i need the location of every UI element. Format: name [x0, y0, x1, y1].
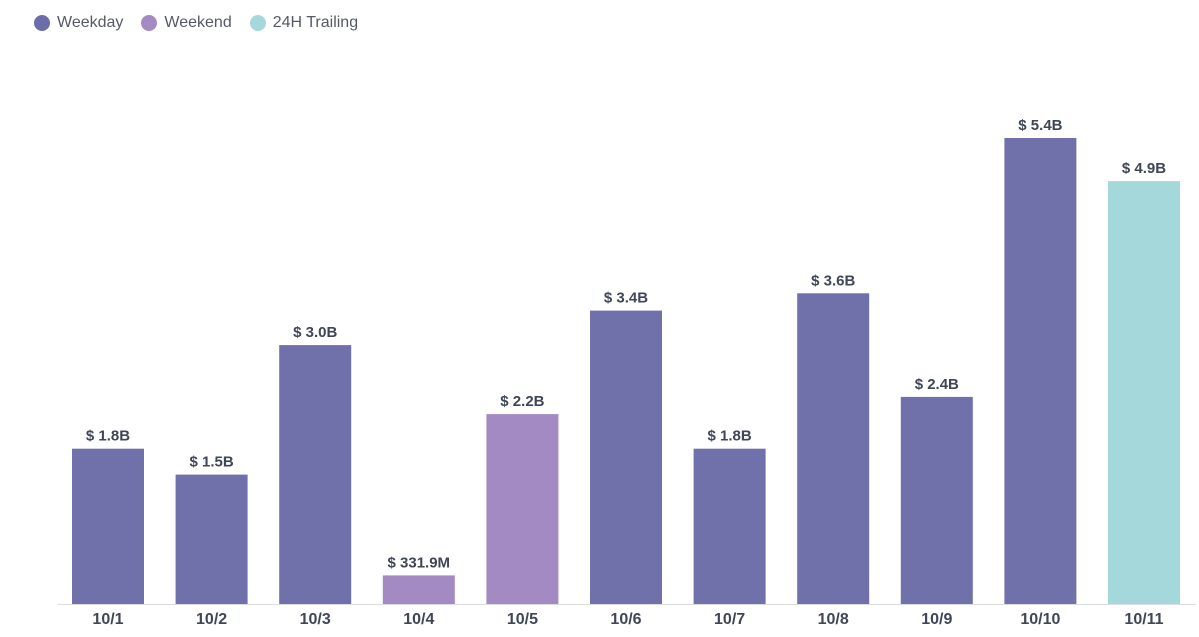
- x-tick-label-10-11: 10/11: [1124, 611, 1163, 628]
- bar-10-1[interactable]: [72, 448, 144, 604]
- data-label-10-6: $ 3.4B: [604, 290, 648, 307]
- x-tick-label-10-1: 10/1: [92, 611, 123, 628]
- data-label-10-10: $ 5.4B: [1018, 117, 1062, 134]
- data-label-10-3: $ 3.0B: [293, 324, 337, 341]
- legend: Weekday Weekend 24H Trailing: [34, 14, 358, 32]
- x-tick-label-10-6: 10/6: [610, 611, 641, 628]
- legend-swatch-weekday-icon: [34, 15, 50, 31]
- legend-item-weekday[interactable]: Weekday: [34, 14, 123, 32]
- bar-10-10[interactable]: [1004, 138, 1077, 604]
- data-label-10-8: $ 3.6B: [811, 272, 855, 289]
- legend-swatch-24h-trailing-icon: [249, 15, 266, 31]
- bar-10-7[interactable]: [693, 448, 766, 604]
- legend-label-24h-trailing: 24H Trailing: [272, 14, 359, 31]
- bar-10-4[interactable]: [382, 575, 455, 604]
- bar-10-5[interactable]: [486, 414, 559, 604]
- data-label-10-11: $ 4.9B: [1122, 160, 1166, 177]
- data-label-10-4: $ 331.9M: [388, 554, 451, 571]
- bar-10-2[interactable]: [175, 474, 248, 604]
- bar-10-11[interactable]: [1108, 181, 1180, 604]
- bar-10-6[interactable]: [590, 310, 662, 604]
- legend-label-weekend: Weekend: [164, 14, 232, 31]
- x-tick-label-10-3: 10/3: [300, 611, 331, 628]
- bar-10-3[interactable]: [279, 345, 352, 604]
- legend-label-weekday: Weekday: [57, 14, 124, 31]
- x-tick-label-10-7: 10/7: [714, 611, 745, 628]
- x-tick-label-10-5: 10/5: [507, 611, 538, 628]
- legend-swatch-weekend-icon: [141, 15, 158, 31]
- data-label-10-7: $ 1.8B: [707, 428, 751, 445]
- legend-item-weekend[interactable]: Weekend: [141, 14, 232, 32]
- bar-10-9[interactable]: [900, 396, 973, 604]
- x-tick-label-10-9: 10/9: [921, 611, 952, 628]
- x-tick-label-10-8: 10/8: [818, 611, 849, 628]
- x-tick-label-10-10: 10/10: [1020, 611, 1060, 628]
- data-label-10-2: $ 1.5B: [189, 454, 233, 471]
- bar-10-8[interactable]: [797, 293, 870, 604]
- data-label-10-1: $ 1.8B: [86, 428, 130, 445]
- legend-item-24h-trailing[interactable]: 24H Trailing: [249, 14, 359, 32]
- data-label-10-9: $ 2.4B: [915, 376, 959, 393]
- x-tick-label-10-2: 10/2: [196, 611, 227, 628]
- data-label-10-5: $ 2.2B: [500, 393, 544, 410]
- x-tick-label-10-4: 10/4: [403, 611, 434, 628]
